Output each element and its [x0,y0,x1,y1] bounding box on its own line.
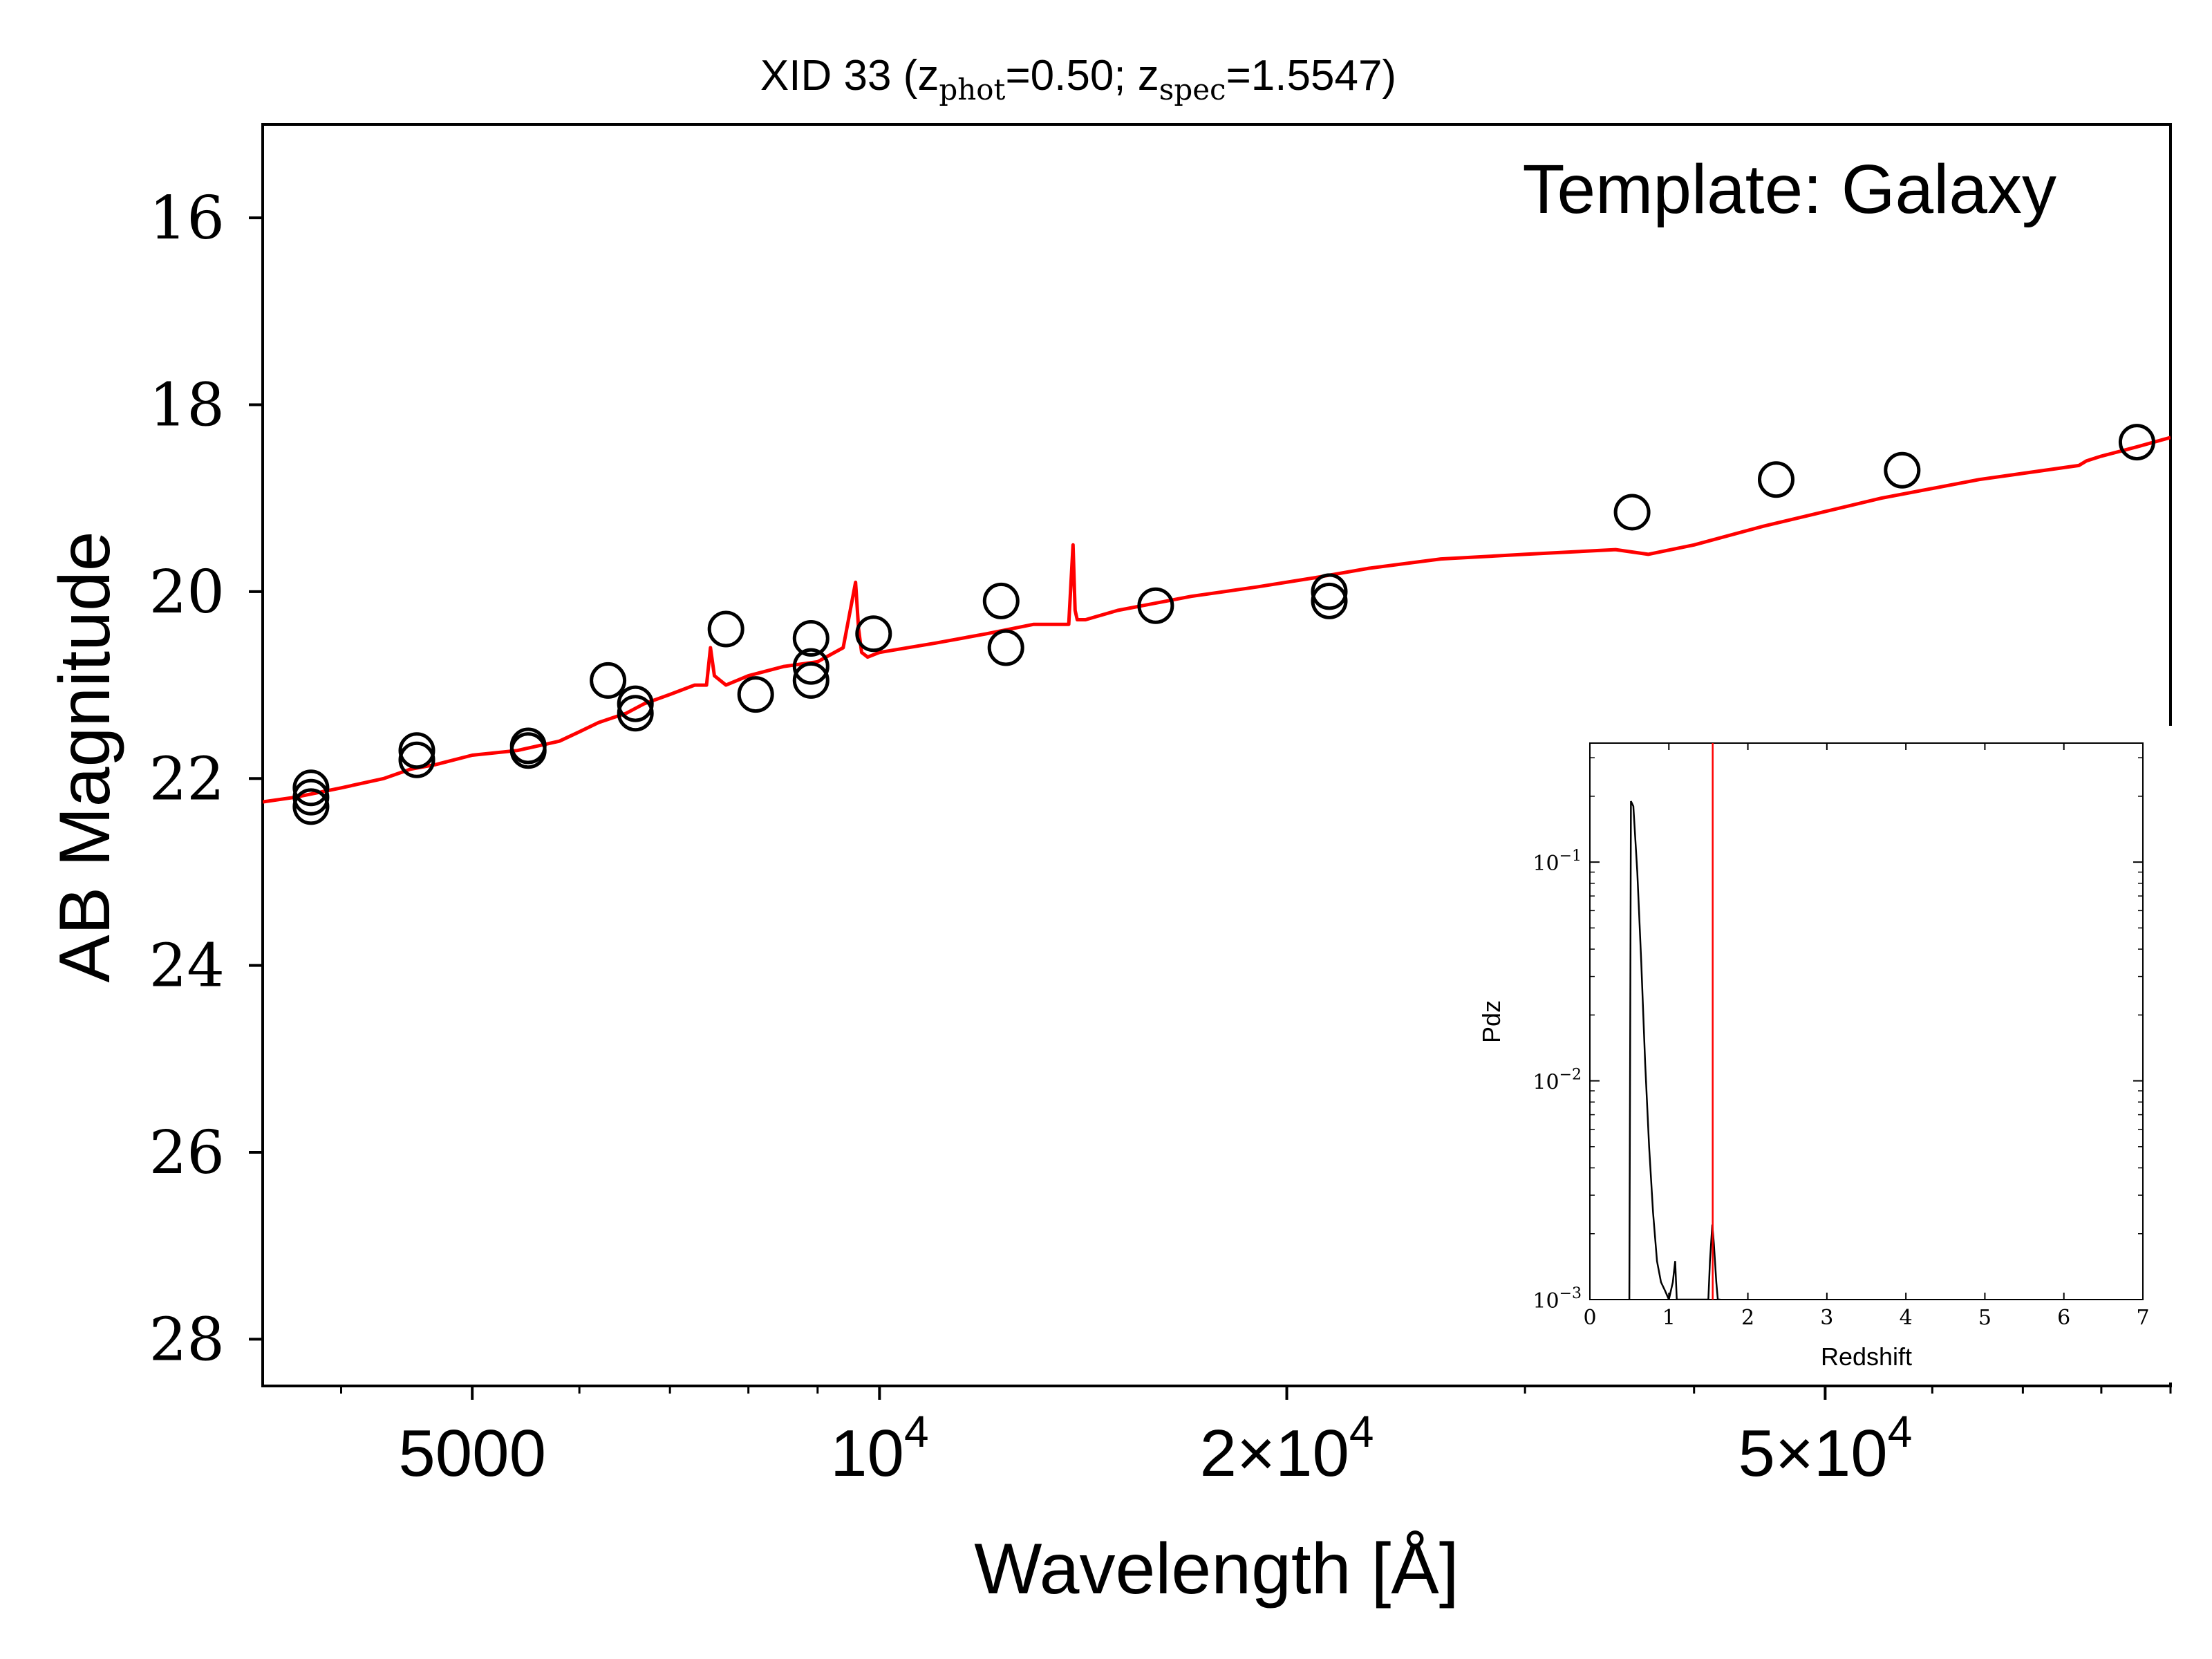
photometry-point [1758,461,1794,498]
inset-y-axis-label: Pdz [1477,1000,1506,1043]
inset-background [1469,726,2181,1382]
photometry-point [855,615,892,653]
inset-y-tick-exponent: −1 [1559,847,1582,865]
inset-axes: 0 1 2 3 4 5 6 710−110−210−3 [1533,743,2150,1330]
inset-x-tick-label: 0 [1583,1306,1596,1330]
inset-plot-frame [1589,742,2144,1300]
inset-y-tick-label: 10−2 [1533,1067,1582,1095]
x-tick-label-exponent: 4 [1349,1407,1374,1456]
inset-y-tick-label: 10−1 [1533,847,1582,876]
template-sed-line [263,435,2171,804]
x-tick-label-exponent: 4 [904,1407,929,1456]
inset-y-tick-base: 10 [1533,1071,1559,1095]
x-tick-label-base: 5×10 [1738,1416,1887,1490]
x-tick-label-base: 10 [830,1416,904,1490]
y-tick-label: 16 [149,184,225,253]
photometry-point [792,648,830,685]
inset-x-tick-label: 4 [1900,1306,1913,1330]
y-tick-label: 26 [149,1118,225,1188]
inset-x-tick-label: 5 [1978,1306,1991,1330]
inset-y-tick-base: 10 [1533,1289,1559,1313]
title-suffix: =1.5547) [1226,52,1397,100]
main-plot-area [263,424,2171,825]
x-tick-label-base: 5000 [398,1416,546,1490]
title-subscript-phot: phot [939,73,1005,106]
photometry-point [1311,573,1348,610]
y-tick-label: 18 [149,371,225,440]
x-tick-label: 5000 [398,1416,546,1490]
photometry-point [792,662,830,699]
photometry-point [292,778,330,816]
inset-x-tick-label: 2 [1741,1306,1754,1330]
x-tick-label-exponent: 4 [1888,1407,1913,1456]
inset-y-tick-label: 10−3 [1533,1285,1582,1313]
main-series-layer [263,424,2171,825]
template-annotation: Template: Galaxy [1522,151,2056,228]
x-tick-label-base: 2×10 [1200,1416,1349,1490]
title-subscript-spec: spec [1159,73,1226,106]
photometry-point [792,620,830,657]
x-axis-label: Wavelength [Å] [974,1529,1459,1609]
y-tick-label: 28 [149,1305,225,1374]
photometry-point [509,732,547,769]
photometry-point [987,629,1024,666]
title-mid: =0.50; z [1005,52,1159,100]
inset-x-axis-label: Redshift [1821,1342,1912,1371]
inset-x-tick-label: 7 [2136,1306,2149,1330]
inset-x-tick-label: 6 [2057,1306,2070,1330]
inset-y-tick-exponent: −2 [1559,1067,1582,1084]
photometry-point [982,582,1020,619]
inset-x-tick-label: 1 [1662,1306,1676,1330]
photometry-point [707,610,744,648]
photometry-point [617,685,654,722]
photometry-point [1137,587,1174,624]
photometry-point [292,769,330,807]
y-tick-label: 20 [149,558,225,627]
photometry-point [737,676,774,713]
photometry-point [617,695,654,732]
photometry-point [1884,451,1921,489]
inset-y-tick-base: 10 [1533,852,1559,876]
y-tick-label: 24 [149,932,225,1001]
x-tick-label: 5×104 [1738,1407,1912,1490]
photometry-point [590,662,627,699]
y-axis-label: AB Magnitude [45,531,125,982]
x-tick-label: 2×104 [1200,1407,1374,1490]
inset-series-layer [1628,743,1721,1300]
title-prefix: XID 33 (z [760,52,939,100]
chart-title: XID 33 (zphot=0.50; zspec=1.5547) [760,52,1396,106]
y-tick-label: 22 [149,744,225,814]
inset-y-tick-exponent: −3 [1559,1285,1582,1302]
photometry-point [2118,424,2155,461]
photometry-point [398,732,435,769]
x-tick-label: 104 [830,1407,928,1490]
photometry-point [1311,582,1348,619]
photometry-point [292,788,330,825]
photometry-point [398,741,435,778]
photometry-point [1613,494,1651,531]
inset-x-tick-label: 3 [1820,1306,1833,1330]
